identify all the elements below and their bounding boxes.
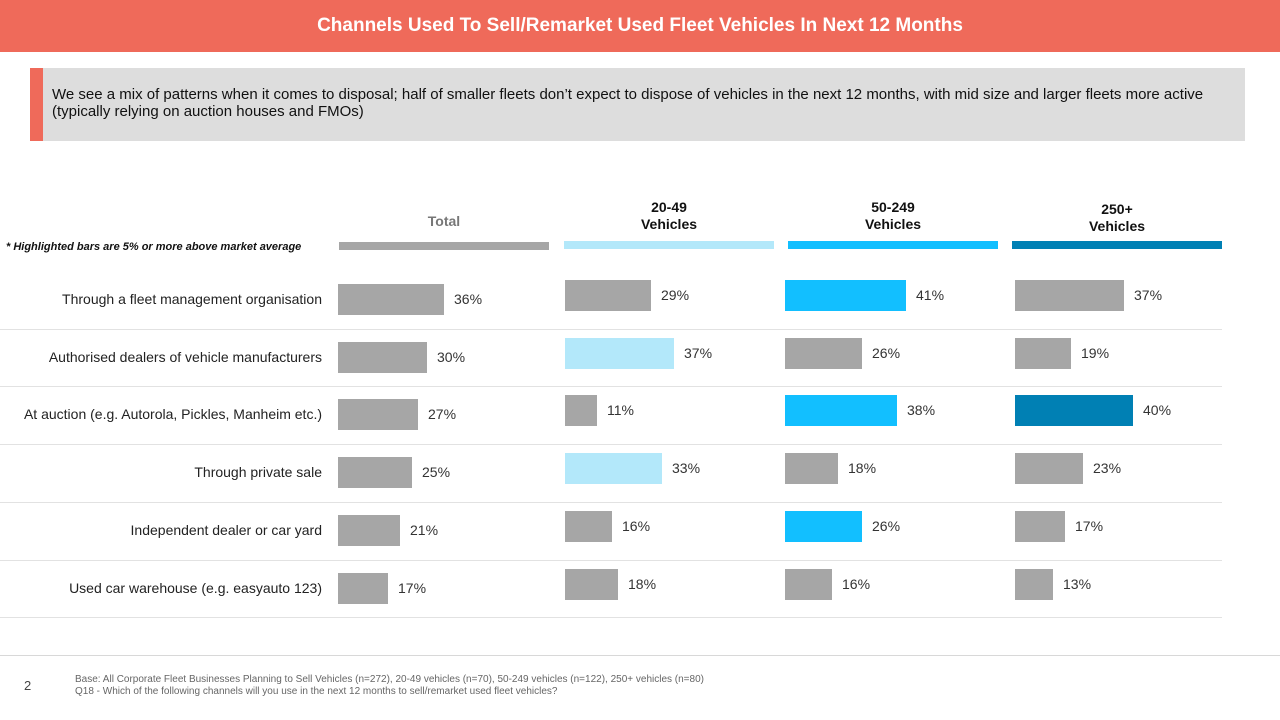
column-underline-4 <box>1012 241 1222 249</box>
data-label: 19% <box>1081 345 1110 361</box>
category-label: At auction (e.g. Autorola, Pickles, Manh… <box>23 406 322 423</box>
data-label: 40% <box>1143 402 1172 418</box>
bar <box>338 342 427 373</box>
column-underline-1 <box>339 242 549 250</box>
data-label: 38% <box>907 402 936 418</box>
bar <box>565 338 674 369</box>
data-label: 36% <box>454 291 483 307</box>
summary-callout: We see a mix of patterns when it comes t… <box>30 68 1245 141</box>
row-divider <box>0 617 1222 618</box>
data-label: 23% <box>1093 460 1122 476</box>
footnote-base: Base: All Corporate Fleet Businesses Pla… <box>75 674 704 685</box>
category-label: Through private sale <box>194 464 322 481</box>
column-header-line: Vehicles <box>864 216 922 232</box>
footer-divider <box>0 655 1280 656</box>
column-header-line: 50-249 <box>871 199 915 215</box>
row-divider <box>0 444 1222 445</box>
row-divider <box>0 560 1222 561</box>
row-divider <box>0 502 1222 503</box>
data-label: 16% <box>842 576 871 592</box>
data-label: 25% <box>422 464 451 480</box>
bar <box>1015 338 1071 369</box>
data-label: 13% <box>1063 576 1092 592</box>
data-label: 30% <box>437 349 466 365</box>
data-label: 33% <box>672 460 701 476</box>
column-header-3: 50-249 Vehicles <box>788 199 998 233</box>
slide-title: Channels Used To Sell/Remarket Used Flee… <box>0 0 1280 52</box>
bar <box>565 569 618 600</box>
data-label: 41% <box>916 287 945 303</box>
category-label: Authorised dealers of vehicle manufactur… <box>48 348 322 365</box>
row-divider <box>0 329 1222 330</box>
bar <box>785 453 838 484</box>
data-label: 21% <box>410 522 439 538</box>
bar <box>565 395 597 426</box>
bar <box>565 453 662 484</box>
data-label: 26% <box>872 345 901 361</box>
column-underline-3 <box>788 241 998 249</box>
data-label: 37% <box>1134 287 1163 303</box>
column-header-4: 250+ Vehicles <box>1012 201 1222 235</box>
callout-accent-bar <box>30 68 43 141</box>
data-label: 18% <box>628 576 657 592</box>
bar <box>338 284 444 315</box>
category-label: Used car warehouse (e.g. easyauto 123) <box>69 579 322 596</box>
bar <box>1015 569 1053 600</box>
bar <box>785 511 862 542</box>
data-label: 27% <box>428 406 457 422</box>
bar <box>1015 280 1124 311</box>
column-header-line: 20-49 <box>651 199 687 215</box>
page-number: 2 <box>24 678 32 693</box>
category-label: Independent dealer or car yard <box>130 521 322 538</box>
bar <box>565 511 612 542</box>
bar <box>785 338 862 369</box>
category-label: Through a fleet management organisation <box>62 291 322 307</box>
column-header-2: 20-49 Vehicles <box>564 199 774 233</box>
bar <box>338 399 418 430</box>
highlight-note: * Highlighted bars are 5% or more above … <box>6 241 302 253</box>
bar <box>1015 511 1065 542</box>
data-label: 17% <box>1075 518 1104 534</box>
bar <box>338 457 412 488</box>
bar <box>338 515 400 546</box>
callout-text: We see a mix of patterns when it comes t… <box>52 86 1204 120</box>
column-underline-2 <box>564 241 774 249</box>
data-label: 11% <box>607 402 634 418</box>
data-label: 26% <box>872 518 901 534</box>
data-label: 37% <box>684 345 713 361</box>
column-header-1: Total <box>339 213 549 230</box>
data-label: 17% <box>398 580 427 596</box>
row-divider <box>0 386 1222 387</box>
data-label: 16% <box>622 518 651 534</box>
bar <box>338 573 388 604</box>
bar <box>1015 453 1083 484</box>
data-label: 18% <box>848 460 877 476</box>
bar <box>785 395 897 426</box>
column-header-line: Total <box>427 213 461 229</box>
column-header-line: Vehicles <box>1088 218 1146 234</box>
column-header-line: 250+ <box>1101 201 1133 217</box>
footnote-question: Q18 - Which of the following channels wi… <box>75 686 558 697</box>
bar <box>565 280 651 311</box>
bar <box>785 280 906 311</box>
bar <box>785 569 832 600</box>
column-header-line: Vehicles <box>640 216 698 232</box>
bar <box>1015 395 1133 426</box>
data-label: 29% <box>661 287 690 303</box>
